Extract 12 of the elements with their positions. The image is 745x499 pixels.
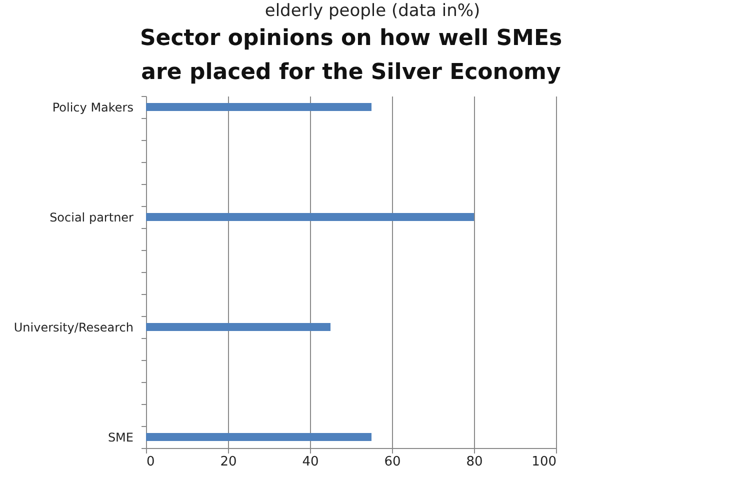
y-tick-label: Policy Makers	[52, 100, 134, 114]
x-tick-label: 0	[146, 454, 155, 470]
y-tick-label: SME	[108, 430, 134, 444]
x-tick-label: 20	[220, 454, 237, 470]
x-tick-label: 100	[532, 454, 556, 470]
x-tick-label: 80	[466, 454, 483, 470]
text: elderly people (data in%)	[264, 0, 482, 22]
y-tick-label: Social partner	[50, 210, 134, 224]
x-tick-label: 40	[302, 454, 319, 470]
y-tick-label: University/Research	[14, 320, 134, 334]
chart-title: Sector opinions on how well SMEs are placed for the Silver Economy	[140, 26, 562, 85]
x-tick-label: 60	[384, 454, 401, 470]
